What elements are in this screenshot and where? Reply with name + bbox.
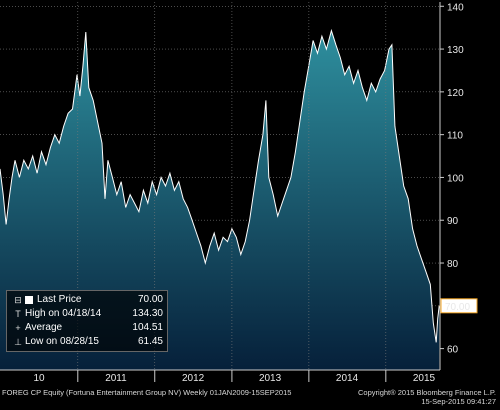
legend-row-high: T High on 04/18/14 134.30 xyxy=(11,307,163,321)
legend-label: High on 04/18/14 xyxy=(25,308,102,319)
legend-value: 134.30 xyxy=(132,308,163,319)
y-tick-label: 140 xyxy=(447,2,464,13)
legend: ⊟ Last Price 70.00 T High on 04/18/14 13… xyxy=(6,290,168,352)
y-tick-label: 90 xyxy=(447,216,459,227)
x-tick-label: 2015 xyxy=(413,373,436,384)
last-price-tag-label: 70.00 xyxy=(445,302,470,313)
x-tick-label: 2014 xyxy=(336,373,359,384)
last-price-tag-box xyxy=(440,298,478,314)
copyright-block: Copyright® 2015 Bloomberg Finance L.P. 1… xyxy=(358,388,496,406)
legend-label: Average xyxy=(25,322,63,333)
y-tick-label: 130 xyxy=(447,45,464,56)
price-area xyxy=(0,30,440,370)
legend-row-last-price: ⊟ Last Price 70.00 xyxy=(11,293,163,307)
legend-label: Low on 08/28/15 xyxy=(25,336,99,347)
y-tick-label: 120 xyxy=(447,88,464,99)
legend-value: 61.45 xyxy=(137,336,163,347)
y-tick-label: 110 xyxy=(447,131,463,142)
x-tick-label: 2011 xyxy=(105,373,127,384)
x-tick-label: 2013 xyxy=(259,373,282,384)
last-price-tag: 70.00 xyxy=(440,298,478,314)
legend-row-low: ⊥ Low on 08/28/15 61.45 xyxy=(11,335,163,349)
last-price-box-icon: ⊟ xyxy=(14,295,22,305)
x-tick-label: 10 xyxy=(33,373,45,384)
y-axis: 60708090100110120130140 xyxy=(439,2,464,370)
timestamp-text: 15-Sep-2015 09:41:27 xyxy=(421,397,496,406)
legend-value: 70.00 xyxy=(137,294,163,305)
legend-row-average: + Average 104.51 xyxy=(11,321,163,335)
high-marker-icon: T xyxy=(15,309,21,319)
average-marker-icon: + xyxy=(15,323,21,333)
legend-label: Last Price xyxy=(37,294,82,305)
x-axis: 10 2011 2012 2013 2014 2015 xyxy=(0,369,440,384)
legend-swatch-icon xyxy=(25,296,33,304)
legend-value: 104.51 xyxy=(132,322,163,333)
security-description: FOREG CP Equity (Fortuna Entertainment G… xyxy=(2,388,292,397)
copyright-text: Copyright® 2015 Bloomberg Finance L.P. xyxy=(358,388,496,397)
y-tick-label: 60 xyxy=(447,345,459,356)
y-tick-label: 80 xyxy=(447,259,459,270)
y-tick-label: 100 xyxy=(447,173,464,184)
footer: FOREG CP Equity (Fortuna Entertainment G… xyxy=(0,384,500,410)
price-line xyxy=(0,28,440,343)
x-tick-label: 2012 xyxy=(182,373,205,384)
low-marker-icon: ⊥ xyxy=(14,337,22,347)
